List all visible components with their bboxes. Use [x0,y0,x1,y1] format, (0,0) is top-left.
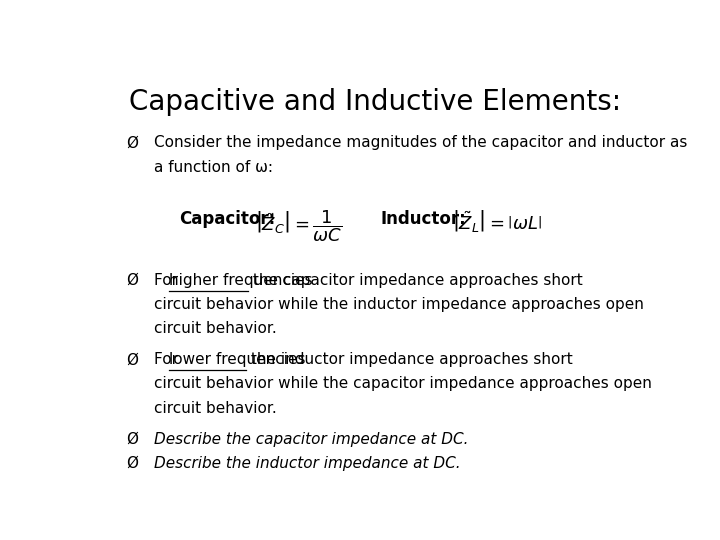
Text: circuit behavior.: circuit behavior. [154,401,277,415]
Text: lower frequencies: lower frequencies [168,352,305,367]
Text: circuit behavior while the inductor impedance approaches open: circuit behavior while the inductor impe… [154,297,644,312]
Text: a function of ω:: a function of ω: [154,160,273,174]
Text: the capacitor impedance approaches short: the capacitor impedance approaches short [248,273,583,288]
Text: Ø: Ø [126,456,138,471]
Text: Capacitive and Inductive Elements:: Capacitive and Inductive Elements: [129,87,621,116]
Text: higher frequencies: higher frequencies [168,273,312,288]
Text: Describe the capacitor impedance at DC.: Describe the capacitor impedance at DC. [154,432,469,447]
Text: For: For [154,273,183,288]
Text: $\left|\tilde{Z}_C\right| = \dfrac{1}{\omega C}$: $\left|\tilde{Z}_C\right| = \dfrac{1}{\o… [255,208,342,244]
Text: Inductor:: Inductor: [380,210,466,228]
Text: the inductor impedance approaches short: the inductor impedance approaches short [246,352,572,367]
Text: circuit behavior.: circuit behavior. [154,321,277,336]
Text: Ø: Ø [126,432,138,447]
Text: Capacitor:: Capacitor: [179,210,276,228]
Text: Ø: Ø [126,352,138,367]
Text: Ø: Ø [126,136,138,151]
Text: Consider the impedance magnitudes of the capacitor and inductor as: Consider the impedance magnitudes of the… [154,136,688,151]
Text: For: For [154,352,183,367]
Text: $\left|\tilde{Z}_L\right| = \left|\omega L\right|$: $\left|\tilde{Z}_L\right| = \left|\omega… [451,208,541,234]
Text: Ø: Ø [126,273,138,288]
Text: Describe the inductor impedance at DC.: Describe the inductor impedance at DC. [154,456,461,471]
Text: circuit behavior while the capacitor impedance approaches open: circuit behavior while the capacitor imp… [154,376,652,392]
